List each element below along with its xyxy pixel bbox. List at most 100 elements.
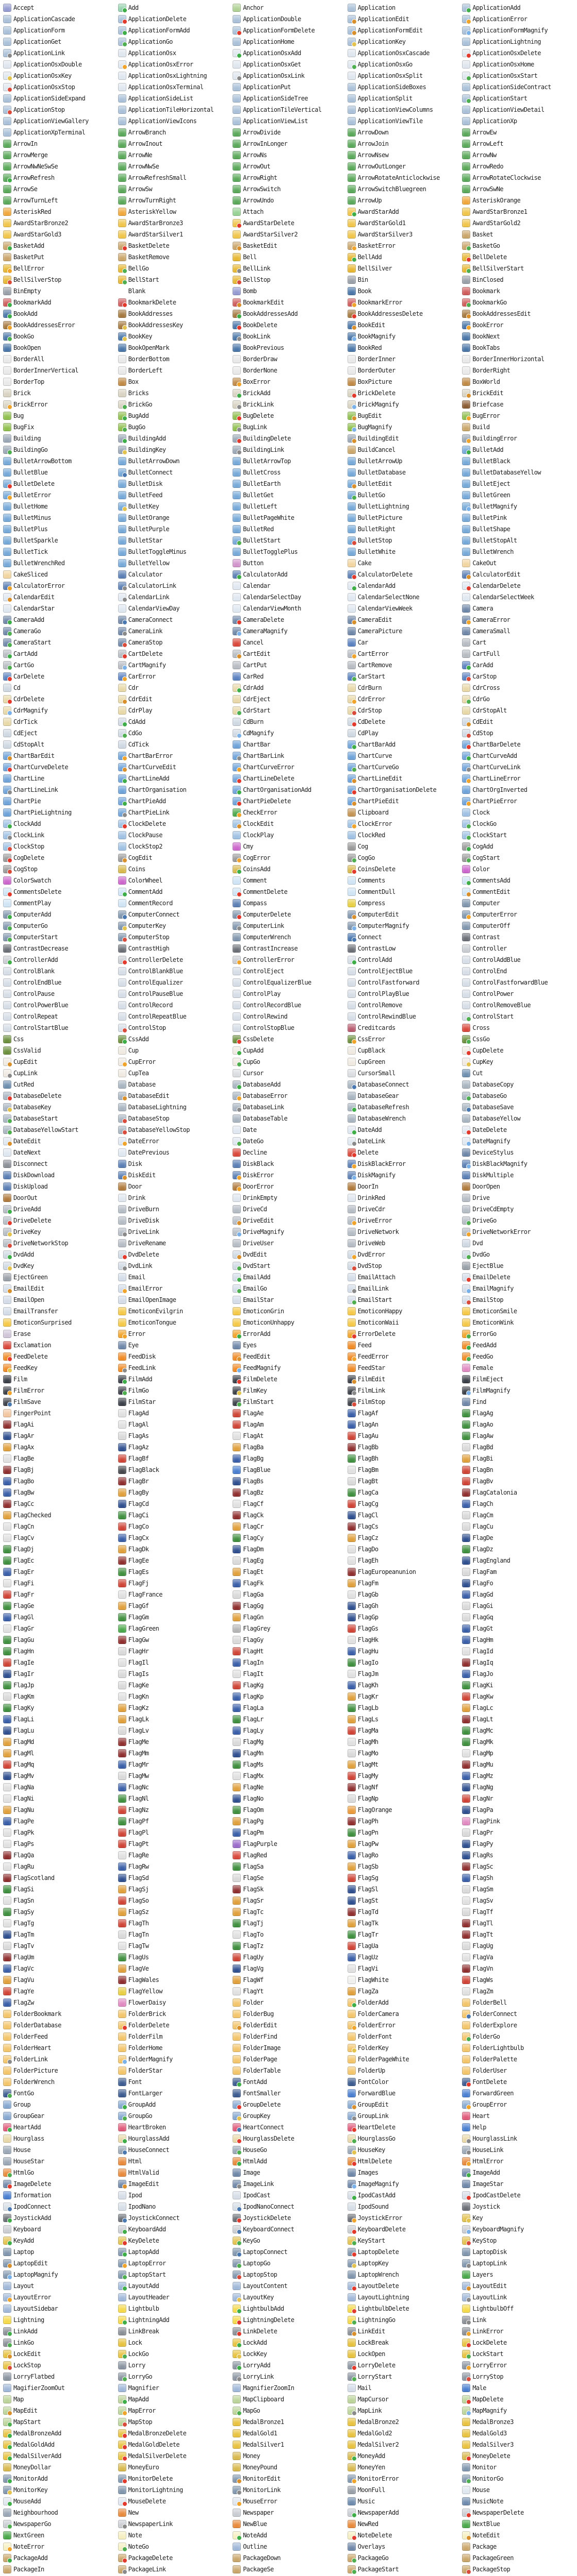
icon-list-item: Female xyxy=(462,1362,577,1374)
icon-label: FlagCx xyxy=(128,1534,149,1541)
bullet-left-icon xyxy=(233,502,241,511)
icon-list-item: DvdError xyxy=(347,1249,463,1260)
icon-list-item: GroupLink xyxy=(347,2110,463,2122)
group-gear-icon xyxy=(3,2112,11,2120)
icon-label: MusicNote xyxy=(472,2498,504,2505)
flag-tl-icon xyxy=(462,1919,471,1927)
feed-delete-icon xyxy=(3,1352,12,1362)
icon-list-item: BasketEdit xyxy=(233,240,348,251)
icon-list-item: CdrTick xyxy=(3,716,118,727)
icon-label: BorderTop xyxy=(13,378,44,385)
icon-label: CdrStopAlt xyxy=(472,707,507,714)
icon-label: FlagIe xyxy=(13,1659,34,1666)
folder-home-icon xyxy=(118,2044,126,2052)
icon-list-item: ApplicationOsx xyxy=(118,47,233,59)
icon-label: ApplicationEdit xyxy=(357,15,409,23)
icon-label: ClockRed xyxy=(357,832,386,839)
clock-icon xyxy=(462,808,471,817)
icon-list-item: Overlays xyxy=(347,2541,463,2552)
icon-list-item: LaptopDisk xyxy=(462,2246,577,2258)
icon-list-item: FlagNe xyxy=(233,1782,348,1793)
icon-label: FlagTm xyxy=(13,1931,34,1938)
icon-list-item: FlagPn xyxy=(347,1827,463,1838)
package-icon xyxy=(462,2543,471,2551)
application-osx-add-icon xyxy=(233,49,242,58)
flag-mx-icon xyxy=(233,1772,241,1780)
icon-label: BulletMinus xyxy=(13,514,51,521)
icon-label: DoorOpen xyxy=(472,1183,500,1190)
icon-list-item: LaptopGo xyxy=(233,2258,348,2269)
icon-list-item: ContrastLow xyxy=(347,943,463,954)
icon-list-item: BulletLightning xyxy=(347,501,463,512)
icon-list-item: Date xyxy=(233,1124,348,1136)
icon-label: NoteDelete xyxy=(357,2532,392,2539)
icon-list-item: BookmarkAdd xyxy=(3,297,118,308)
book-add-icon xyxy=(3,310,12,319)
icon-label: LaptopLink xyxy=(472,2260,507,2267)
icon-list-item: EmailOpenImage xyxy=(118,1294,233,1306)
icon-list-item: FlagAn xyxy=(347,1419,463,1430)
icon-label: FlagNa xyxy=(13,1784,34,1791)
icon-list-item: Color xyxy=(462,863,577,875)
icon-label: FlagNe xyxy=(243,1784,263,1791)
icon-list-item: BulletLeft xyxy=(233,501,348,512)
icon-list-item: FolderPalette xyxy=(462,2054,577,2065)
icon-label: Bomb xyxy=(243,287,257,295)
icon-label: CdrStart xyxy=(243,707,271,714)
icon-list-item: FlagGm xyxy=(118,1612,233,1623)
icon-label: HeartDelete xyxy=(357,2124,395,2131)
icon-list-item: MagifierZoomOut xyxy=(3,2382,118,2394)
icon-list-item: FlagSd xyxy=(118,1872,233,1884)
icon-list-item: FlagKg xyxy=(233,1680,348,1691)
icon-label: BulletGet xyxy=(243,492,274,499)
icon-label: Magnifier xyxy=(128,2384,159,2392)
map-error-icon xyxy=(118,2406,127,2416)
icon-list-item: CdrEdit xyxy=(118,693,233,705)
icon-label: ControlStartBlue xyxy=(13,1024,69,1031)
icon-list-item: BorderAll xyxy=(3,353,118,365)
icon-list-item: BrickError xyxy=(3,399,118,410)
icon-list-item: MedalSilverDelete xyxy=(118,2450,233,2462)
icon-list-item: LorryFlatbed xyxy=(3,2371,118,2382)
flag-is-icon xyxy=(118,1670,126,1678)
icon-label: IpodCastDelete xyxy=(472,2192,521,2199)
folder-table-icon xyxy=(233,2066,241,2075)
icon-list-item: FlagAr xyxy=(3,1430,118,1442)
icon-label: CalculatorError xyxy=(13,582,65,589)
icon-list-item: ControlRemove xyxy=(347,999,463,1011)
icon-list-item: ComputerGo xyxy=(3,920,118,931)
icon-list-item: ColorSwatch xyxy=(3,875,118,886)
icon-label: FlagMh xyxy=(357,1738,378,1745)
cart-remove-icon xyxy=(347,661,356,669)
car-error-icon xyxy=(118,672,127,682)
icon-list-item: BuildCancel xyxy=(347,444,463,455)
icon-list-item: FolderFeed xyxy=(3,2031,118,2042)
clock-error-icon xyxy=(347,820,357,829)
icon-label: CameraConnect xyxy=(128,616,173,623)
icon-label: BoxPicture xyxy=(357,378,392,385)
application-osx-icon xyxy=(118,49,126,57)
icon-list-item: ArrowOutLonger xyxy=(347,161,463,172)
flag-se-icon xyxy=(233,1874,241,1882)
icon-label: LorryGo xyxy=(128,2373,153,2380)
icon-list-item: MedalSilver3 xyxy=(462,2439,577,2450)
icon-list-item: FlagUm xyxy=(3,1952,118,1963)
icon-label: Compass xyxy=(243,900,267,907)
icon-list-item: CarStart xyxy=(347,671,463,682)
icon-label: LaptopWrench xyxy=(357,2271,399,2278)
control-pause-icon xyxy=(3,990,11,998)
lock-go-icon xyxy=(118,2350,127,2359)
flag-pa-icon xyxy=(462,1806,471,1814)
flag-il-icon xyxy=(118,1658,126,1667)
monitor-key-icon xyxy=(3,2486,12,2495)
mouse-icon xyxy=(462,2486,471,2494)
clock-edit-icon xyxy=(233,820,242,829)
icon-label: FlagGi xyxy=(472,1602,493,1609)
icon-list-item: FlagMg xyxy=(233,1736,348,1748)
bullet-get-icon xyxy=(233,491,241,499)
icon-list-item: LayoutKey xyxy=(233,2292,348,2303)
lorry-flatbed-icon xyxy=(3,2372,11,2381)
flag-ht-icon xyxy=(233,1647,241,1655)
icon-list-item: Lorry xyxy=(118,2360,233,2371)
email-magnify-icon xyxy=(462,1284,472,1294)
